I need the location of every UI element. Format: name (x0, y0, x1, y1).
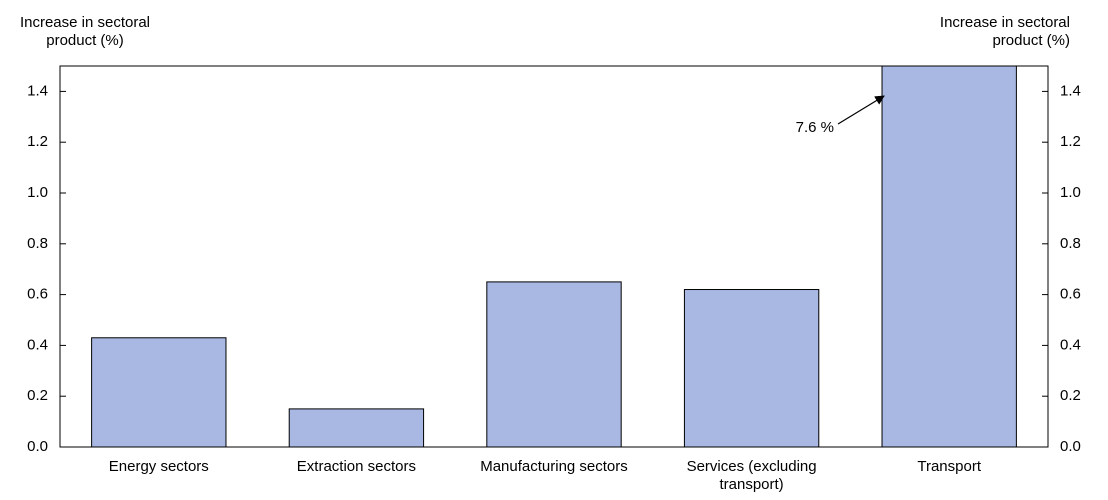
bar (288, 408, 425, 447)
y-tick-label: 0.0 (27, 438, 48, 455)
y-tick-label: 0.2 (27, 387, 48, 404)
y-tick-label: 1.4 (27, 82, 48, 99)
y-tick-label: 0.6 (27, 286, 48, 303)
y2-tick-label: 0.8 (1060, 235, 1081, 252)
y-tick-label: 1.2 (27, 133, 48, 150)
bar (91, 337, 227, 447)
x-tick-label: Extraction sectors (296, 458, 416, 475)
bar (683, 289, 820, 447)
x-tick-label: Energy sectors (108, 458, 209, 475)
annotation-arrow (837, 95, 885, 125)
y-tick-label: 0.8 (27, 235, 48, 252)
bar (486, 281, 622, 447)
y-tick-label: 0.4 (27, 336, 48, 353)
plot-frame (59, 65, 1049, 448)
y2-tick-label: 1.2 (1060, 133, 1081, 150)
y2-tick-label: 1.4 (1060, 82, 1081, 99)
y2-tick-label: 0.0 (1060, 438, 1081, 455)
x-tick-label: Services (excluding transport) (686, 458, 817, 493)
plot-area (91, 66, 1017, 447)
y2-tick-label: 0.4 (1060, 336, 1081, 353)
y2-tick-label: 0.6 (1060, 286, 1081, 303)
y2-tick-label: 1.0 (1060, 184, 1081, 201)
annotation: 7.6 % (796, 119, 834, 136)
y-axis-title: Increase in sectoral product (%) (19, 14, 151, 49)
x-tick-label: Transport (917, 458, 981, 475)
bar (881, 66, 1017, 447)
y2-axis-title: Increase in sectoral product (%) (939, 14, 1070, 49)
y2-tick-label: 0.2 (1060, 387, 1081, 404)
x-tick-label: Manufacturing sectors (480, 458, 628, 475)
y-tick-label: 1.0 (27, 184, 48, 201)
